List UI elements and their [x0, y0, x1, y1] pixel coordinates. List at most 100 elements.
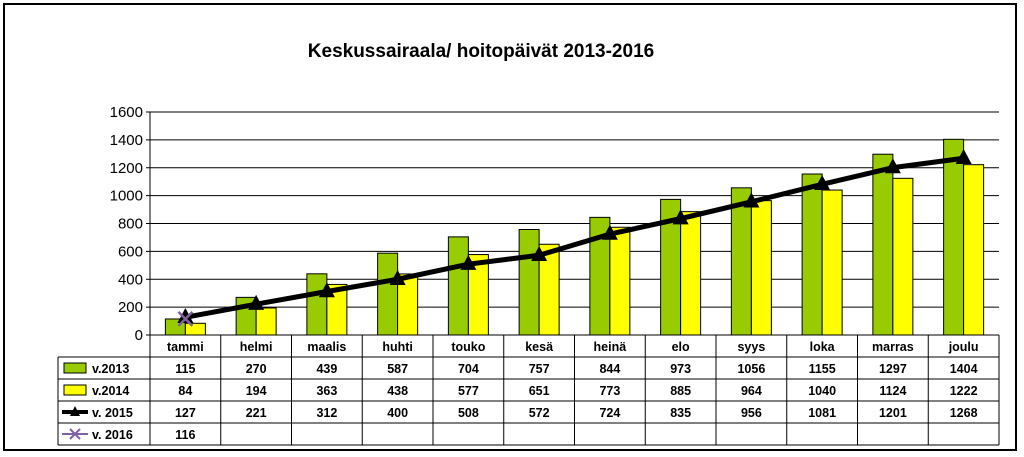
point-v2015: [389, 269, 406, 285]
y-tick-label: 1200: [110, 160, 143, 177]
data-label: 1297: [879, 362, 907, 376]
category-label: elo: [672, 340, 690, 354]
data-label: 587: [387, 362, 408, 376]
data-label: 270: [246, 362, 267, 376]
bar-v2014: [821, 189, 843, 336]
point-v2015: [955, 148, 972, 164]
bar-v2013: [447, 236, 469, 336]
data-label: 577: [458, 384, 479, 398]
y-tick-label: 1000: [110, 188, 143, 205]
category-label: helmi: [240, 340, 273, 354]
y-tick-label: 400: [118, 271, 143, 288]
lines: [177, 148, 972, 327]
data-label: 312: [316, 406, 337, 420]
category-label: tammi: [167, 340, 204, 354]
category-label: joulu: [948, 340, 979, 354]
y-tick-label: 0: [135, 327, 143, 344]
bar-v2014: [750, 200, 772, 336]
data-table: tammi helmi maalis huhti touko kesä heinä elo sy…: [57, 334, 1000, 446]
legend-marker-v2016: [69, 428, 81, 440]
data-label: 1124: [879, 384, 906, 398]
category-label: kesä: [525, 340, 553, 354]
data-label: 844: [599, 362, 620, 376]
category-label: huhti: [382, 340, 413, 354]
bar-v2014: [892, 177, 914, 336]
bars: [164, 138, 985, 336]
data-label: 651: [529, 384, 550, 398]
data-label: 1201: [879, 406, 907, 420]
category-label: loka: [810, 340, 836, 354]
data-label: 1056: [737, 362, 765, 376]
point-v2015: [318, 282, 335, 298]
grid: [150, 111, 999, 308]
data-label: 194: [246, 384, 267, 398]
bar-v2014: [680, 211, 702, 336]
data-label: 964: [741, 384, 762, 398]
point-v2015: [248, 294, 265, 310]
legend-key-v2013: [63, 362, 87, 374]
bar-v2013: [306, 273, 328, 336]
point-v2015: [884, 158, 901, 174]
y-tick-label: 200: [118, 299, 143, 316]
data-label: 773: [599, 384, 620, 398]
bar-v2013: [943, 138, 965, 336]
category-label: heinä: [594, 340, 627, 354]
bar-v2014: [609, 226, 631, 336]
y-axis: 0 200 400 600 800 1000 1200 1400 1600: [110, 104, 151, 344]
bar-v2013: [518, 228, 540, 336]
data-label: 757: [529, 362, 550, 376]
data-label: 439: [316, 362, 337, 376]
bar-v2013: [801, 173, 823, 336]
data-label: 1040: [808, 384, 836, 398]
data-label: 724: [599, 406, 620, 420]
legend-label-v2016: v. 2016: [92, 428, 133, 442]
data-label: 116: [175, 428, 195, 442]
data-label: 973: [670, 362, 691, 376]
y-tick-label: 1600: [110, 104, 143, 121]
data-label: 221: [246, 406, 267, 420]
bar-v2013: [730, 187, 752, 336]
data-label: 956: [741, 406, 762, 420]
bar-v2013: [872, 153, 894, 336]
bar-v2014: [184, 322, 206, 336]
data-label: 400: [387, 406, 408, 420]
point-v2015: [460, 254, 477, 270]
category-label: marras: [872, 340, 914, 354]
y-tick-label: 1400: [110, 132, 143, 149]
point-v2015: [743, 192, 760, 208]
category-label: syys: [737, 340, 765, 354]
point-v2015: [177, 307, 194, 323]
point-v2015: [672, 209, 689, 225]
data-label: 115: [175, 362, 195, 376]
point-v2015: [814, 175, 831, 191]
data-label: 572: [529, 406, 550, 420]
point-v2016: [177, 310, 194, 327]
y-tick-label: 800: [118, 216, 143, 233]
data-label: 508: [458, 406, 479, 420]
data-label: 127: [175, 406, 196, 420]
data-label: 704: [458, 362, 479, 376]
data-label: 1155: [809, 362, 836, 376]
legend-key-v2014: [63, 384, 87, 396]
category-label: maalis: [307, 340, 346, 354]
category-label: touko: [451, 340, 485, 354]
data-label: 438: [387, 384, 408, 398]
series-line-v2015: [184, 155, 964, 320]
data-label: 84: [178, 384, 192, 398]
legend-label-v2014: v.2014: [92, 384, 129, 398]
legend-marker-v2015: [70, 406, 80, 416]
data-label: 1081: [808, 406, 836, 420]
data-label: 1404: [950, 362, 978, 376]
chart-title: Keskussairaala/ hoitopäivät 2013-2016: [308, 41, 654, 62]
data-label: 363: [316, 384, 337, 398]
y-tick-label: 600: [118, 243, 143, 260]
bar-v2013: [377, 252, 399, 336]
point-v2015: [531, 245, 548, 261]
legend-label-v2013: v.2013: [92, 362, 129, 376]
data-label: 1268: [950, 406, 978, 420]
data-label: 835: [670, 406, 691, 420]
chart-frame: [3, 3, 1017, 451]
point-v2015: [601, 224, 618, 240]
legend-label-v2015: v. 2015: [92, 406, 133, 420]
